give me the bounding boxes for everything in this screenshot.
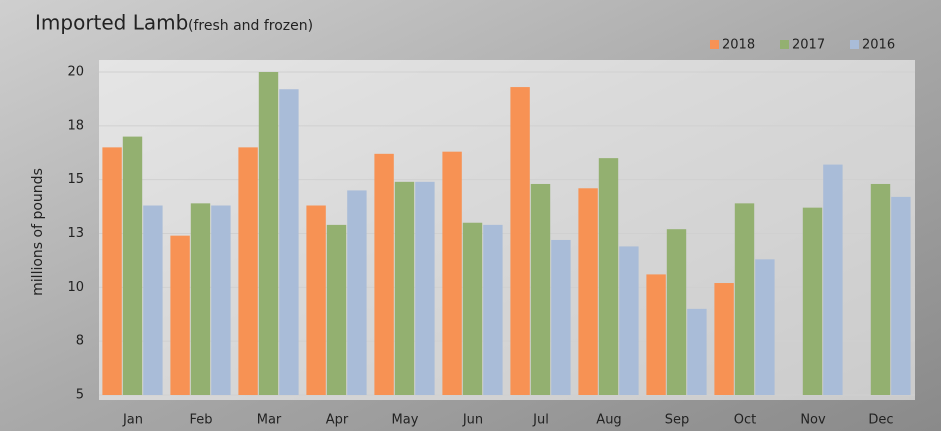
bar: [415, 182, 434, 395]
y-tick-label: 15: [67, 172, 84, 187]
bar: [755, 259, 774, 395]
bar: [687, 309, 706, 395]
bar: [123, 137, 142, 395]
legend-label: 2018: [722, 38, 755, 53]
chart-subtitle: (fresh and frozen): [188, 18, 313, 34]
bar: [871, 184, 890, 395]
x-tick-label: Feb: [189, 413, 212, 428]
bar: [619, 246, 638, 395]
x-tick-label: Sep: [665, 413, 690, 428]
bar: [143, 206, 162, 395]
bar: [531, 184, 550, 395]
chart-title: Imported Lamb: [35, 11, 188, 35]
bar: [170, 236, 189, 395]
bar: [191, 203, 210, 395]
bar: [891, 197, 910, 395]
x-tick-label: Jul: [532, 413, 549, 428]
x-tick-label: Dec: [868, 413, 893, 428]
y-tick-label: 13: [67, 226, 84, 241]
legend-swatch: [780, 40, 789, 49]
y-tick-label: 8: [76, 334, 84, 349]
x-tick-label: Jan: [122, 413, 143, 428]
legend-swatch: [710, 40, 719, 49]
bar: [102, 147, 121, 395]
x-tick-label: Nov: [800, 413, 826, 428]
chart: Imported Lamb (fresh and frozen) million…: [0, 0, 941, 431]
bar: [803, 208, 822, 395]
bar: [599, 158, 618, 395]
bar: [306, 206, 325, 395]
bar: [646, 274, 665, 395]
bar: [211, 206, 230, 395]
y-axis-label: millions of pounds: [30, 168, 46, 296]
x-tick-label: Jun: [462, 413, 483, 428]
bar: [259, 72, 278, 395]
bar: [238, 147, 257, 395]
y-tick-label: 10: [67, 280, 84, 295]
legend-label: 2017: [792, 38, 825, 53]
x-tick-label: Apr: [326, 413, 349, 428]
x-tick-label: Mar: [257, 413, 282, 428]
legend-swatch: [850, 40, 859, 49]
bar: [551, 240, 570, 395]
bar: [327, 225, 346, 395]
y-tick-label: 5: [76, 388, 84, 403]
bar: [714, 283, 733, 395]
bar: [463, 223, 482, 395]
legend-label: 2016: [862, 38, 895, 53]
x-tick-label: Aug: [596, 413, 621, 428]
bar: [483, 225, 502, 395]
bar: [667, 229, 686, 395]
bar: [442, 152, 461, 395]
y-tick-label: 18: [67, 118, 84, 133]
bar: [735, 203, 754, 395]
bar: [395, 182, 414, 395]
bar: [374, 154, 393, 395]
x-tick-label: May: [392, 413, 419, 428]
bar: [510, 87, 529, 395]
x-tick-label: Oct: [734, 413, 756, 428]
bar: [347, 190, 366, 395]
bar: [578, 188, 597, 395]
page: Imported Lamb (fresh and frozen) million…: [0, 0, 941, 431]
y-tick-label: 20: [67, 65, 84, 80]
bar: [823, 165, 842, 395]
bar: [279, 89, 298, 395]
